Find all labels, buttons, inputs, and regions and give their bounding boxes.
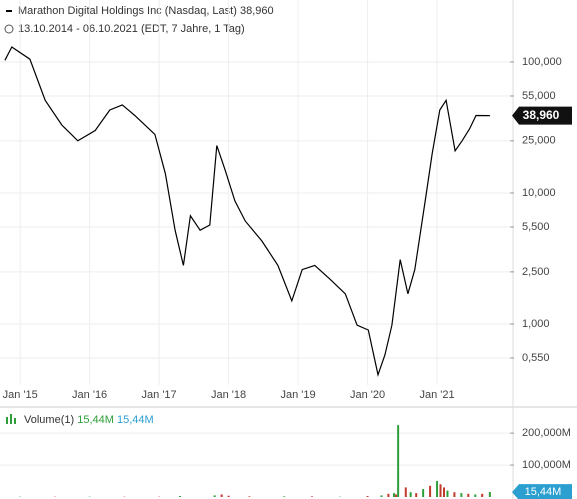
volume-bar xyxy=(380,495,383,497)
x-tick-label: Jan '17 xyxy=(142,389,177,401)
volume-bar xyxy=(395,494,398,497)
note: (EDT, 7 Jahre, 1 Tag) xyxy=(141,23,245,35)
volume-bar xyxy=(422,489,425,497)
title: Marathon Digital Holdings Inc (Nasdaq, L… xyxy=(18,5,237,17)
chart-title: Marathon Digital Holdings Inc (Nasdaq, L… xyxy=(18,5,274,17)
volume-bar xyxy=(213,495,216,497)
last-volume-box xyxy=(512,484,572,499)
volume-bar xyxy=(409,492,412,497)
volume-bar xyxy=(387,493,390,497)
x-tick-label: Jan '15 xyxy=(3,389,38,401)
price-line xyxy=(4,46,490,378)
volume-bar xyxy=(392,493,395,497)
volume-bar xyxy=(227,495,230,497)
volume-bar xyxy=(415,493,418,497)
volume-bar xyxy=(439,484,442,497)
y-tick-label: 55,000 xyxy=(522,90,556,102)
volume-bar xyxy=(220,494,223,497)
x-tick-label: Jan '19 xyxy=(281,389,316,401)
volume-bar xyxy=(366,496,369,497)
volume-icon xyxy=(6,417,8,424)
last-price-label: 38,960 xyxy=(523,108,560,122)
last-price-box xyxy=(512,106,572,125)
y-tick-label: 200,000M xyxy=(522,427,571,439)
y-tick-label: 100,000 xyxy=(522,56,562,68)
volume-bar xyxy=(460,493,463,497)
last-price-marker: 38,960 xyxy=(512,106,572,125)
volume-bar xyxy=(488,492,491,497)
volume-icon xyxy=(10,414,12,424)
legend-icon xyxy=(6,10,12,12)
x-tick-label: Jan '20 xyxy=(350,389,385,401)
y-tick-label: 10,000 xyxy=(522,187,556,199)
volume-bar xyxy=(283,496,286,497)
clock-icon xyxy=(4,24,14,34)
y-tick-label: 25,000 xyxy=(522,135,556,147)
volume-bar xyxy=(442,487,445,497)
y-tick-label: 100,000M xyxy=(522,459,571,471)
x-tick-label: Jan '21 xyxy=(419,389,454,401)
chart-subtitle: 13.10.2014 - 06.10.2021 (EDT, 7 Jahre, 1… xyxy=(18,23,245,35)
y-tick-label: 1,000 xyxy=(522,318,550,330)
volume-bar xyxy=(453,492,456,497)
y-tick-label: 0,550 xyxy=(522,352,550,364)
date-range: 13.10.2014 - 06.10.2021 xyxy=(18,23,138,35)
volume-title: Volume(1) xyxy=(24,414,74,426)
volume-icon xyxy=(14,418,16,424)
volume-bar xyxy=(310,496,313,497)
last-volume-label: 15,44M xyxy=(525,486,562,498)
volume-bar xyxy=(397,425,400,497)
volume-header: Volume(1) 15,44M 15,44M xyxy=(24,414,154,426)
x-tick-label: Jan '18 xyxy=(211,389,246,401)
volume-value: 15,44M xyxy=(117,414,154,426)
volume-bar xyxy=(436,481,439,497)
x-tick-label: Jan '16 xyxy=(72,389,107,401)
volume-bar xyxy=(404,487,407,497)
volume-bar xyxy=(467,493,470,497)
last-price: 38,960 xyxy=(240,5,274,17)
last-volume-marker: 15,44M xyxy=(512,484,572,499)
volume-bar xyxy=(248,496,251,497)
y-tick-label: 5,500 xyxy=(522,221,550,233)
volume-bar xyxy=(481,493,484,497)
y-tick-label: 2,500 xyxy=(522,266,550,278)
volume-value: 15,44M xyxy=(77,414,114,426)
volume-bar xyxy=(446,490,449,497)
volume-bar xyxy=(178,496,181,497)
volume-bar xyxy=(429,485,432,497)
volume-bar xyxy=(474,494,477,497)
